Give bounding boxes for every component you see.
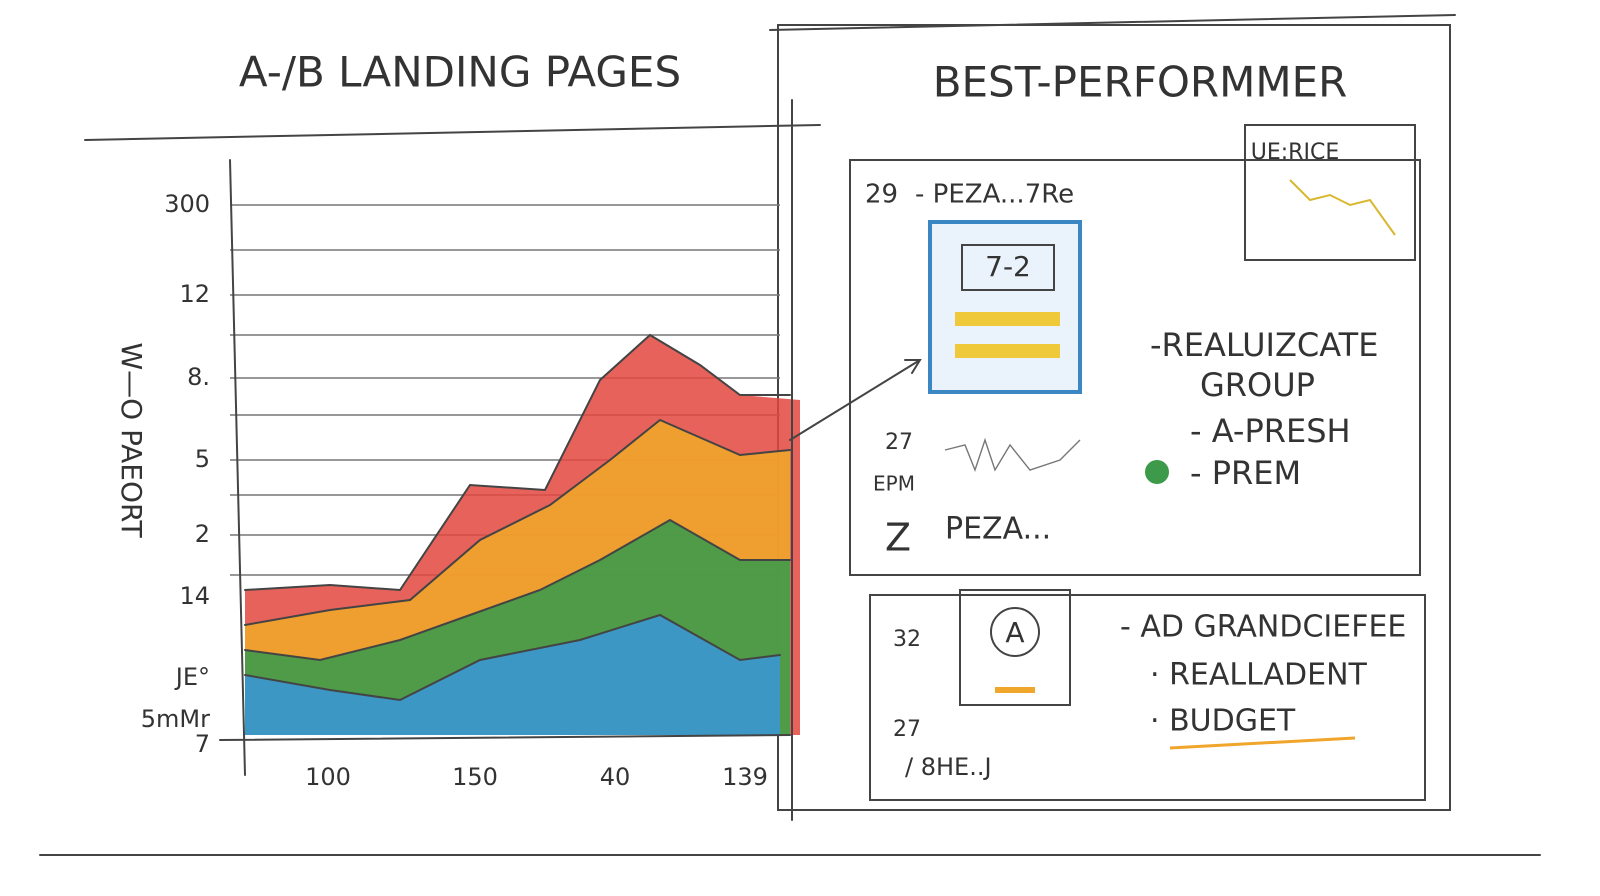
area-blue (245, 615, 780, 735)
x-label: 40 (600, 763, 631, 791)
x-label: 100 (305, 763, 351, 791)
action: - PREM (1190, 454, 1301, 492)
card1 (849, 159, 1421, 576)
thumb-title: UE:RICE (1251, 140, 1339, 165)
y-label: 7 (195, 730, 210, 758)
x-labels: 100 150 40 139 (305, 763, 768, 791)
areas (244, 333, 800, 735)
action: -REALUIZCATE (1150, 326, 1378, 364)
arrow (789, 359, 922, 441)
icon-circle (990, 607, 1040, 657)
y-label: 2 (195, 520, 210, 548)
area-outline (244, 333, 791, 592)
x-axis (219, 734, 791, 741)
y-label: 8. (187, 363, 210, 391)
stat2: Z (885, 516, 911, 560)
card2-number: 27 (893, 717, 921, 742)
feature-card (928, 220, 1082, 394)
highlight (955, 312, 1060, 326)
y-label: 12 (179, 280, 210, 308)
sparkline (944, 437, 1081, 473)
icon-bar (995, 687, 1035, 693)
card1-heading: - PEZA...7Re (915, 180, 1074, 210)
action: GROUP (1200, 366, 1315, 404)
card2 (869, 594, 1426, 801)
area-outline (244, 613, 781, 702)
right-title: BEST-PERFORMMER (933, 58, 1348, 107)
badge-box (961, 244, 1055, 291)
badge: 7-2 (985, 250, 1031, 283)
thumb (1244, 124, 1416, 261)
y-label: 5mMr (141, 705, 210, 733)
frame-top (769, 14, 1456, 31)
y-label: 300 (164, 190, 210, 218)
y-label: JE° (174, 663, 210, 691)
stat1-unit: EPM (873, 472, 915, 496)
left-title: A-/B LANDING PAGES (239, 48, 681, 97)
dot (1145, 460, 1169, 484)
area-outline (244, 518, 791, 662)
stat2-label: PEZA... (945, 512, 1051, 547)
y-label: 14 (179, 582, 210, 610)
x-label: 150 (452, 763, 498, 791)
y-axis-label: W—O PAEORT (115, 342, 148, 538)
highlight (955, 344, 1060, 358)
stat1: 27 (885, 430, 913, 455)
action: - A-PRESH (1190, 412, 1351, 450)
underline (1169, 736, 1356, 750)
card2-number: 32 (893, 627, 921, 652)
action: - AD GRANDCIEFEE (1120, 610, 1406, 645)
icon: A (1005, 616, 1024, 649)
thumb-line (1289, 179, 1396, 236)
area-outline (244, 418, 791, 626)
x-label: 139 (722, 763, 768, 791)
y-axis (229, 159, 246, 776)
action: · REALLADENT (1150, 658, 1368, 693)
card2-footer: / 8HE..J (905, 753, 992, 781)
icon-box (959, 589, 1071, 706)
y-label: 5 (195, 445, 210, 473)
header-rule (84, 124, 821, 141)
card1-number: 29 (865, 180, 898, 210)
action: · BUDGET (1150, 704, 1296, 739)
